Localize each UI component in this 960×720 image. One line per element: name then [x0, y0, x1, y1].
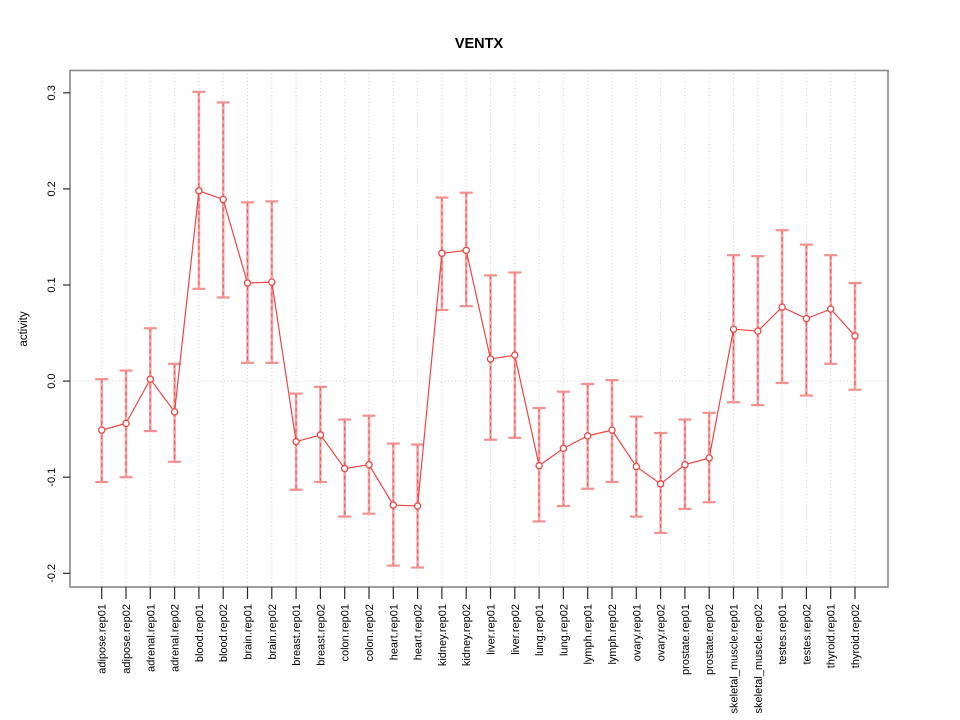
- data-point: [632, 462, 641, 471]
- y-tick-label: 0.3: [46, 85, 58, 100]
- data-point: [826, 305, 835, 313]
- x-tick-label: thyroid.rep02: [850, 604, 862, 668]
- data-point: [413, 502, 422, 510]
- x-tick-label: prostate.rep01: [680, 604, 692, 675]
- x-tick-label: adipose.rep01: [97, 604, 109, 674]
- grid-layer: [70, 70, 888, 587]
- data-point: [97, 426, 106, 434]
- x-tick-label: adrenal.rep02: [170, 604, 182, 672]
- x-tick-label: testes.rep02: [801, 604, 813, 665]
- data-point: [122, 419, 130, 428]
- data-point: [195, 187, 203, 195]
- x-tick-label: blood.rep01: [194, 604, 206, 662]
- data-point: [608, 426, 616, 434]
- x-tick-label: colon.rep01: [340, 604, 352, 662]
- x-tick-label: heart.rep01: [388, 604, 400, 660]
- x-tick-label: colon.rep02: [364, 604, 376, 662]
- x-tick-label: lymph.rep02: [607, 604, 619, 665]
- data-point: [219, 195, 227, 204]
- x-tick-label: kidney.rep02: [461, 604, 473, 666]
- data-point: [243, 279, 252, 287]
- x-tick-label: prostate.rep02: [704, 604, 716, 675]
- x-tick-label: ovary.rep01: [631, 604, 643, 661]
- data-point: [268, 278, 276, 286]
- y-tick-label: 0.2: [46, 181, 58, 196]
- data-point: [292, 437, 300, 446]
- data-point: [316, 431, 325, 439]
- data-point: [559, 444, 568, 453]
- data-point: [583, 432, 592, 440]
- x-tick-label: breast.rep02: [315, 604, 327, 666]
- x-tick-label: ovary.rep02: [656, 604, 668, 661]
- axis-layer: 0.3 0.2 0.1 0.0 -0.1 -0.2 adipose.rep01 adipose…: [46, 69, 889, 713]
- x-tick-label: lung.rep02: [558, 604, 570, 656]
- x-tick-label: skeletal_muscle.rep01: [729, 604, 741, 713]
- data-point: [802, 314, 811, 323]
- chart-title: VENTX: [455, 36, 504, 52]
- data-point: [146, 375, 155, 383]
- data-point: [778, 303, 786, 311]
- x-tick-label: heart.rep02: [413, 604, 425, 660]
- data-point: [754, 327, 762, 335]
- data-point: [365, 460, 373, 469]
- x-tick-label: adrenal.rep01: [145, 604, 157, 672]
- plot-box: [69, 69, 889, 588]
- x-tick-label: adipose.rep02: [121, 604, 133, 674]
- data-point: [535, 461, 543, 470]
- x-tick-label: lung.rep01: [534, 604, 546, 656]
- x-tick-label: kidney.rep01: [437, 604, 449, 666]
- y-tick-label: -0.1: [46, 468, 58, 487]
- data-point: [438, 249, 446, 258]
- data-point: [486, 355, 495, 363]
- data-point: [851, 332, 859, 340]
- y-axis-title: activity: [18, 311, 30, 346]
- x-tick-label: liver.rep01: [486, 604, 498, 655]
- x-tick-label: lymph.rep01: [583, 604, 595, 665]
- x-tick-label: liver.rep02: [510, 604, 522, 655]
- x-tick-label: brain.rep01: [243, 604, 255, 660]
- x-tick-label: blood.rep02: [218, 604, 230, 662]
- x-tick-label: breast.rep01: [291, 604, 303, 666]
- data-layer: [95, 90, 862, 569]
- data-point: [729, 325, 738, 333]
- x-tick-label: thyroid.rep01: [826, 604, 838, 668]
- series-line: [101, 190, 856, 507]
- data-point: [511, 351, 519, 359]
- data-point: [705, 454, 713, 462]
- data-point: [389, 501, 398, 509]
- x-tick-label: brain.rep02: [267, 604, 279, 660]
- data-point: [681, 460, 689, 469]
- data-point: [656, 480, 665, 488]
- y-tick-label: 0.1: [46, 277, 58, 292]
- x-tick-label: skeletal_muscle.rep02: [753, 604, 765, 713]
- x-tick-label: testes.rep01: [777, 604, 789, 665]
- y-tick-label: 0.0: [46, 373, 58, 388]
- data-point: [340, 464, 349, 473]
- data-point: [462, 246, 470, 255]
- data-point: [170, 408, 179, 416]
- y-tick-label: -0.2: [46, 564, 58, 583]
